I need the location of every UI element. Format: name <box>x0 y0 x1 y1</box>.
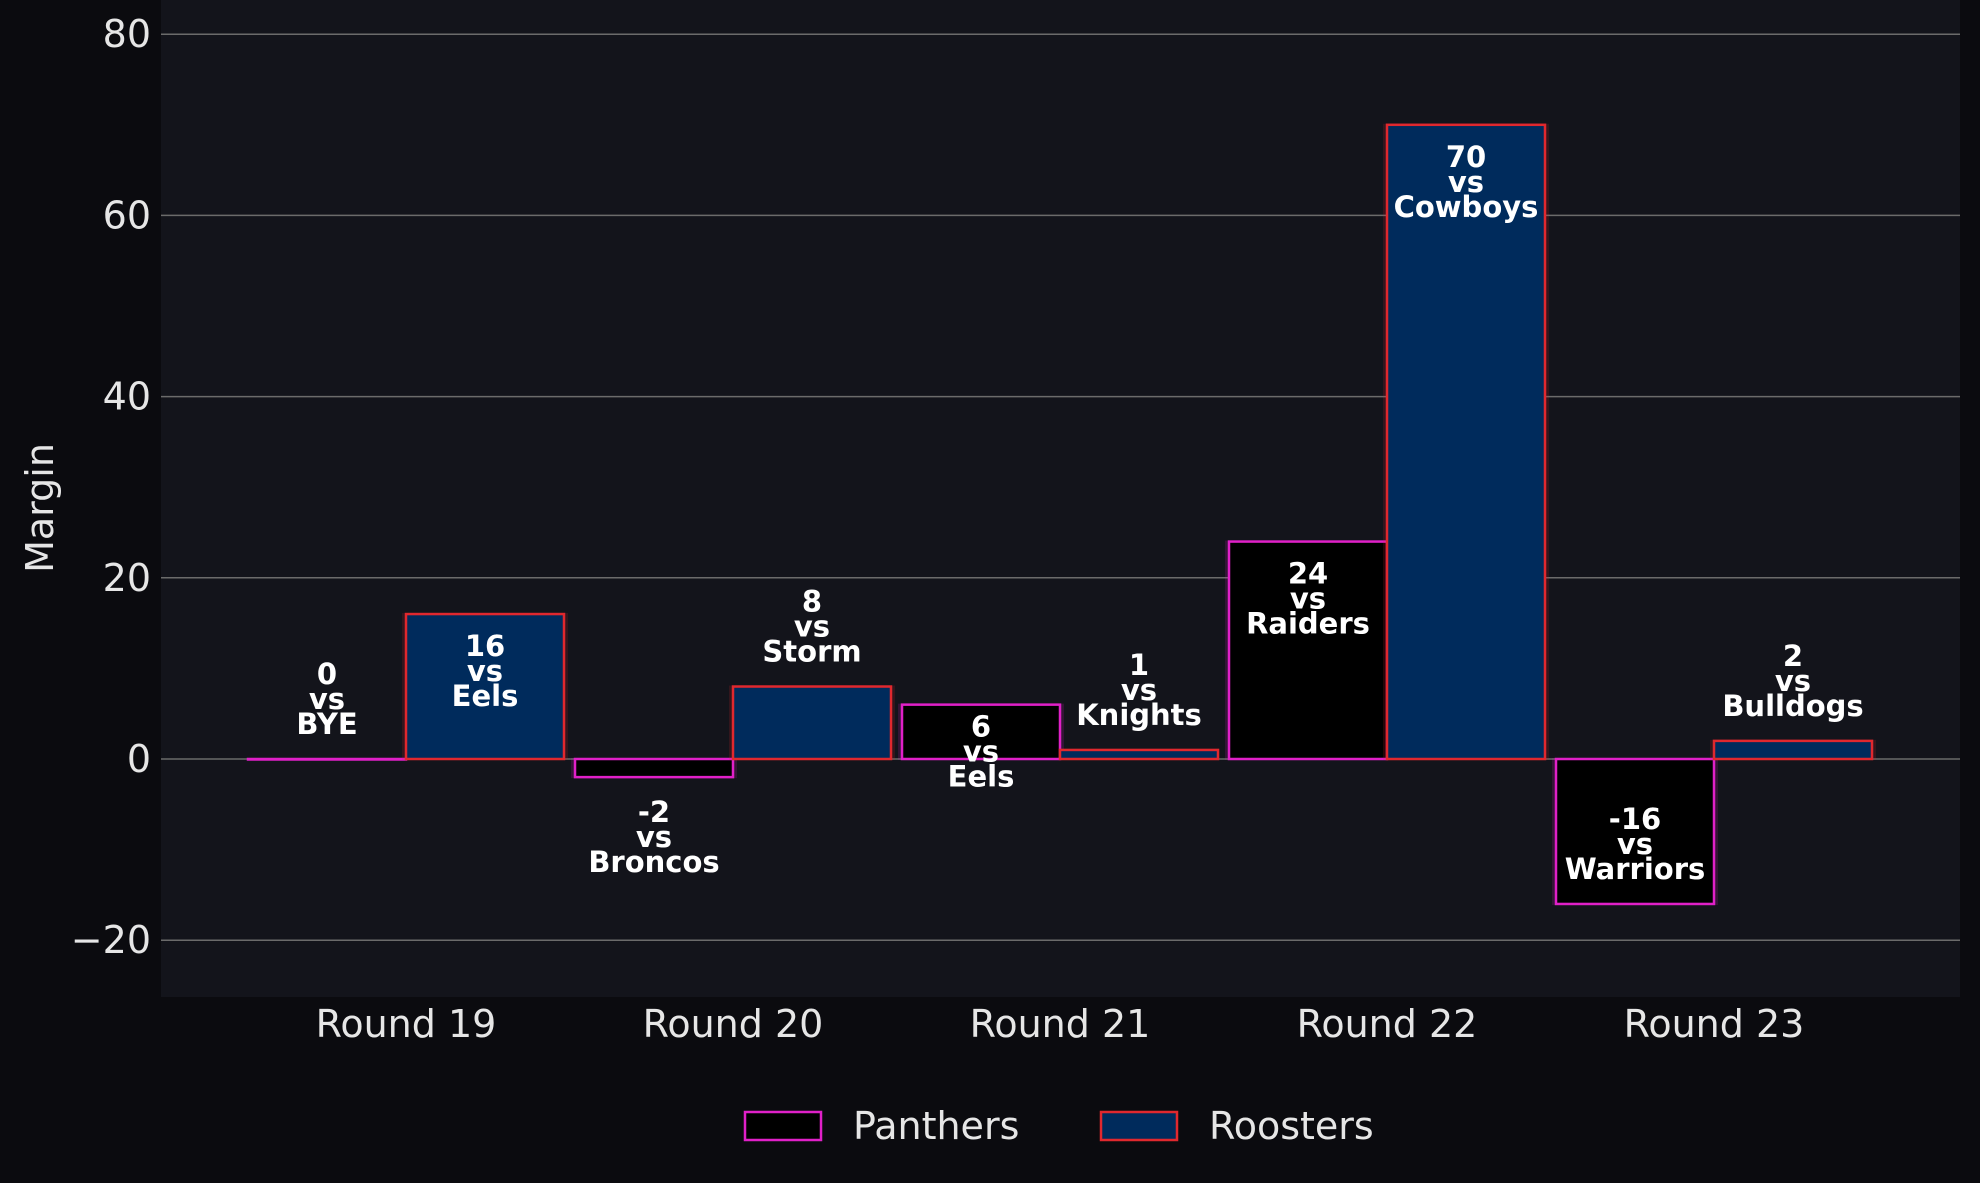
x-axis-ticks: Round 19 Round 20 Round 21 Round 22 Round 23 <box>316 1002 1805 1046</box>
bar-label-line: vs <box>1617 827 1653 861</box>
bar-label-line: -2 <box>638 795 670 829</box>
x-tick-label: Round 19 <box>316 1002 497 1046</box>
legend-label-panthers: Panthers <box>853 1104 1019 1148</box>
y-tick-label: 60 <box>103 193 151 237</box>
bar-label-line: Knights <box>1076 698 1202 732</box>
legend: Panthers Roosters <box>743 1104 1374 1148</box>
y-axis-ticks: −20 0 20 40 60 80 <box>71 12 151 962</box>
bar-label-line: vs <box>1775 664 1811 698</box>
bar-label-line: Storm <box>762 635 861 669</box>
grid-lines <box>161 33 1960 941</box>
legend-label-roosters: Roosters <box>1209 1104 1374 1148</box>
bar-label-line: Broncos <box>588 845 719 879</box>
x-tick-label: Round 22 <box>1297 1002 1478 1046</box>
bar-label-line: vs <box>636 820 672 854</box>
y-tick-label: −20 <box>71 918 151 962</box>
bar-label-line: vs <box>467 654 503 688</box>
bar-label-line: vs <box>963 735 999 769</box>
bar-panthers <box>1227 540 1389 761</box>
bar-label-line: Cowboys <box>1394 190 1539 224</box>
bar-label-line: BYE <box>296 707 357 741</box>
bar-label-line: Raiders <box>1246 607 1370 641</box>
y-tick-label: 0 <box>127 737 151 781</box>
bar-label-line: vs <box>309 682 345 716</box>
bar-label-line: vs <box>1448 165 1484 199</box>
bar-label-line: 70 <box>1446 140 1486 174</box>
bar-roosters <box>1385 123 1547 761</box>
y-tick-label: 20 <box>103 556 151 600</box>
bar-label-line: 1 <box>1129 648 1149 682</box>
bar-label-line: -16 <box>1609 802 1661 836</box>
data-labels: 0vsBYE-2vsBroncos6vsEels24vsRaiders-16vs… <box>296 140 1863 886</box>
y-tick-label: 40 <box>103 375 151 419</box>
legend-swatch-panthers <box>743 1110 823 1142</box>
bars <box>246 123 1876 906</box>
legend-swatch-roosters <box>1099 1110 1179 1142</box>
bar-label-line: Eels <box>452 679 519 713</box>
bar-roosters <box>1712 739 1874 761</box>
x-tick-label: Round 23 <box>1624 1002 1805 1046</box>
bar-label-line: vs <box>1121 673 1157 707</box>
x-tick-label: Round 20 <box>643 1002 824 1046</box>
y-tick-label: 80 <box>103 12 151 56</box>
bar-label-line: vs <box>1290 582 1326 616</box>
bar-label-line: 0 <box>317 657 337 691</box>
bar-roosters <box>731 685 893 761</box>
bar-label-line: 8 <box>802 585 822 619</box>
bar-label-line: 16 <box>465 629 505 663</box>
x-tick-label: Round 21 <box>970 1002 1151 1046</box>
bar-label-line: vs <box>794 610 830 644</box>
bar-roosters <box>404 612 566 761</box>
bar-label-line: 6 <box>971 710 991 744</box>
bar-panthers <box>900 703 1062 761</box>
bar-panthers <box>246 757 408 761</box>
bar-label-line: 2 <box>1783 639 1803 673</box>
bar-panthers <box>573 757 735 779</box>
bar-roosters <box>1058 748 1220 761</box>
bar-panthers <box>1554 757 1716 906</box>
bar-label-line: Eels <box>948 760 1015 794</box>
bar-label-line: Warriors <box>1565 852 1706 886</box>
y-axis-label: Margin <box>18 443 62 573</box>
bar-label-line: Bulldogs <box>1722 689 1863 723</box>
bar-label-line: 24 <box>1288 557 1328 591</box>
